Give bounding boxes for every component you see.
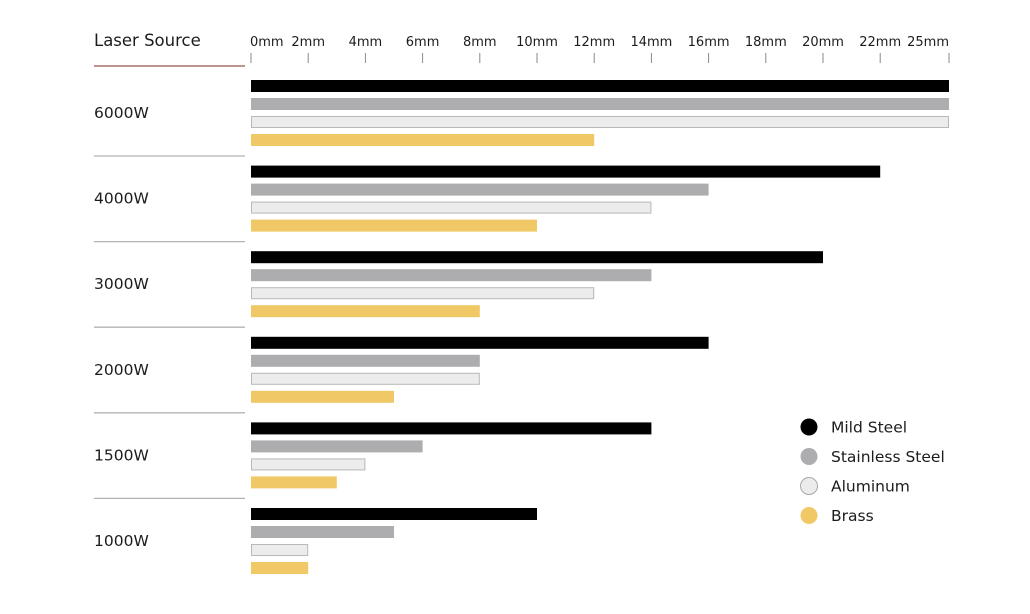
category-label: 3000W bbox=[94, 275, 149, 293]
bar-brass bbox=[251, 476, 337, 489]
bar-aluminum bbox=[251, 287, 595, 300]
x-tick-label: 4mm bbox=[349, 35, 383, 50]
bar-brass bbox=[251, 219, 537, 232]
legend-swatch bbox=[800, 418, 818, 436]
bar-stainless-steel bbox=[251, 440, 423, 453]
x-tick-label: 14mm bbox=[630, 35, 672, 50]
bar-stainless-steel bbox=[251, 354, 480, 367]
bar-mild-steel bbox=[251, 80, 949, 92]
legend-swatch bbox=[800, 477, 818, 495]
x-tick-label: 12mm bbox=[573, 35, 615, 50]
bar-aluminum bbox=[251, 372, 480, 385]
category-rows: 6000W 4000W 3000W 2000W 1500W 1000W bbox=[94, 80, 949, 574]
legend-label: Mild Steel bbox=[831, 419, 907, 437]
bar-mild-steel bbox=[251, 422, 652, 435]
bar-aluminum bbox=[251, 544, 309, 556]
bar-mild-steel bbox=[251, 508, 537, 520]
bar-aluminum bbox=[251, 201, 652, 214]
category-label: 1500W bbox=[94, 446, 149, 464]
x-tick-label: 6mm bbox=[406, 35, 440, 50]
x-axis: 0mm 2mm 4mm 6mm 8mm 10mm 12mm 14mm 16mm 18mm 20mm 2… bbox=[250, 35, 950, 63]
legend-swatch bbox=[800, 507, 818, 524]
x-tick-label: 16mm bbox=[688, 35, 730, 50]
bar-aluminum bbox=[251, 458, 366, 471]
x-tick-label: 2mm bbox=[291, 35, 325, 50]
category-label: 6000W bbox=[94, 104, 149, 122]
header-label: Laser Source bbox=[94, 31, 201, 50]
x-tick-label: 8mm bbox=[463, 35, 497, 50]
bar-mild-steel bbox=[251, 165, 881, 178]
bar-stainless-steel bbox=[251, 183, 709, 196]
x-tick-label: 20mm bbox=[802, 35, 844, 50]
legend: Mild Steel Stainless Steel Aluminum Brass bbox=[800, 418, 945, 525]
category-label: 4000W bbox=[94, 190, 149, 208]
bar-stainless-steel bbox=[251, 526, 394, 538]
category-label: 1000W bbox=[94, 532, 149, 550]
x-tick-label: 0mm bbox=[250, 35, 284, 50]
bar-brass bbox=[251, 305, 480, 318]
bar-brass bbox=[251, 562, 309, 574]
x-tick-label: 10mm bbox=[516, 35, 558, 50]
x-tick-label: 18mm bbox=[745, 35, 787, 50]
bar-brass bbox=[251, 134, 595, 146]
x-tick-label: 25mm bbox=[907, 35, 949, 50]
legend-label: Aluminum bbox=[831, 478, 910, 496]
bar-brass bbox=[251, 390, 394, 403]
legend-label: Stainless Steel bbox=[831, 448, 945, 466]
bar-stainless-steel bbox=[251, 98, 949, 110]
bar-aluminum bbox=[251, 116, 949, 128]
category-label: 2000W bbox=[94, 361, 149, 379]
legend-label: Brass bbox=[831, 507, 874, 525]
bar-mild-steel bbox=[251, 251, 823, 264]
x-tick-label: 22mm bbox=[859, 35, 901, 50]
bar-stainless-steel bbox=[251, 269, 652, 282]
legend-swatch bbox=[800, 448, 818, 465]
bar-mild-steel bbox=[251, 336, 709, 349]
